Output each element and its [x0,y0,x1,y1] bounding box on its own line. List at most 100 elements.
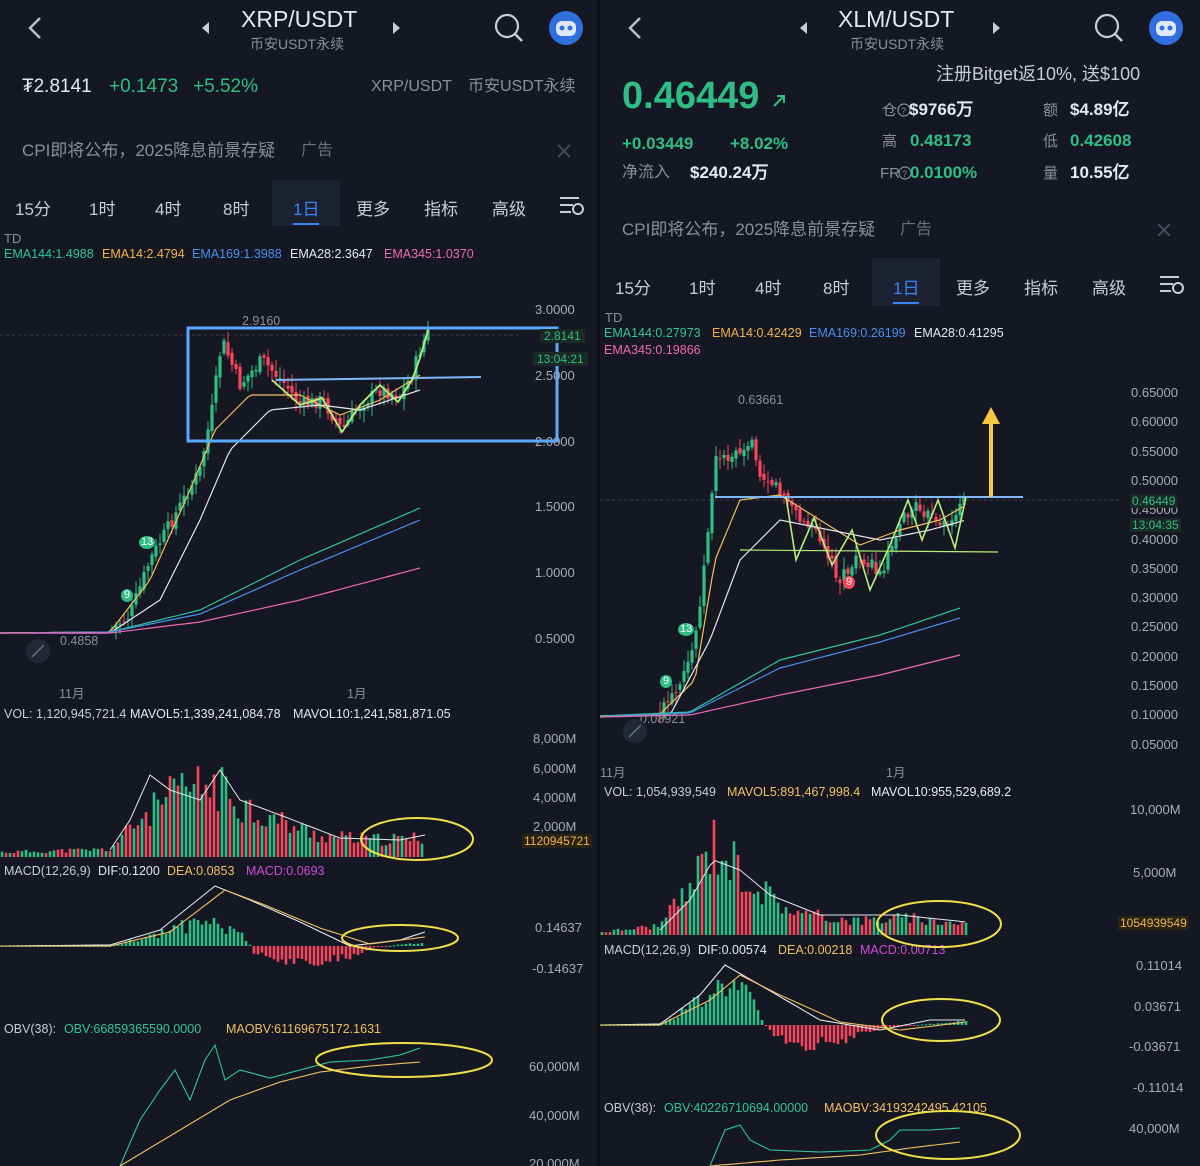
candle-body [170,520,174,527]
tab-15m[interactable]: 15分 [15,200,51,219]
pair-title[interactable]: XLM/USDT [838,6,955,32]
obv-line [709,1124,961,1166]
ema144-value: EMA144:1.4988 [4,247,94,261]
search-icon[interactable] [1093,12,1125,44]
macd-bar [388,945,392,947]
candle-body [718,458,722,460]
pair-title[interactable]: XRP/USDT [241,6,358,32]
help-icon[interactable]: ? [898,166,912,180]
candle-body [158,543,162,545]
macd-bar [760,1019,764,1025]
next-pair-icon[interactable] [990,20,1002,36]
candle-body [922,511,926,517]
volume-bar [88,850,92,857]
close-icon[interactable] [556,143,572,159]
macd-bar [848,1025,852,1036]
volume-bar [116,842,120,857]
candle-body [338,417,342,425]
tab-indicators[interactable]: 指标 [1024,279,1058,298]
close-icon[interactable] [1156,222,1172,238]
mavol-line [659,860,966,931]
chart-settings-icon[interactable] [1159,274,1185,294]
promo-link[interactable]: 注册Bitget返10%, 送$100 [936,64,1141,84]
tab-advanced[interactable]: 高级 [492,200,526,219]
robot-avatar-icon[interactable] [1148,10,1184,46]
candle-body [838,579,842,584]
macd-bar [740,982,744,1025]
candle-body [818,530,822,542]
volume-bar [120,834,124,857]
macd-bar [684,1009,688,1025]
candle-body [234,364,238,369]
volume-bar [44,853,48,857]
tab-4h[interactable]: 4时 [755,279,782,298]
volume-bar [764,881,768,935]
candlestick-chart[interactable] [0,0,600,700]
next-pair-icon[interactable] [390,20,402,36]
back-arrow-icon[interactable] [24,14,48,42]
ad-text[interactable]: CPI即将公布，2025降息前景存疑 [622,220,876,239]
macd-bar [748,991,752,1025]
price-change-pct: +5.52% [193,76,258,97]
chart-settings-icon[interactable] [559,195,585,215]
search-icon[interactable] [493,12,525,44]
tab-8h[interactable]: 8时 [223,200,250,219]
candle-body [850,567,854,576]
tab-1h[interactable]: 1时 [689,279,716,298]
prev-pair-icon[interactable] [798,20,810,36]
volume-bar [648,929,652,935]
candlestick-chart[interactable] [600,0,1200,760]
volume-bar [204,784,208,857]
macd-dea-line [0,889,426,947]
candle-body [750,439,754,448]
help-icon[interactable]: ? [897,103,911,117]
volume-bar [704,851,708,935]
tab-1d[interactable]: 1日 [893,279,920,298]
volume-bar [420,843,424,857]
back-arrow-icon[interactable] [624,14,648,42]
tab-more[interactable]: 更多 [956,279,990,298]
candle-body [878,571,882,575]
macd-hist: MACD:0.0693 [246,864,325,878]
candle-body [742,449,746,457]
macd-axis-label: -0.03671 [1129,1039,1181,1054]
volume-bar [368,838,372,857]
candle-body [142,571,146,590]
macd-bar [256,946,260,955]
macd-bar [268,946,272,958]
macd-bar [884,1025,888,1028]
last-price: 0.46449 [622,75,760,117]
volume-bar [940,924,944,935]
tab-1d[interactable]: 1日 [293,200,320,219]
pair-small: XRP/USDT [371,78,452,95]
macd-bar [204,920,208,946]
ad-text[interactable]: CPI即将公布，2025降息前景存疑 [22,141,276,160]
tab-advanced[interactable]: 高级 [1092,279,1126,298]
volume-value: VOL: 1,054,939,549 [604,785,716,799]
price-axis-label: 0.20000 [1131,648,1178,664]
tab-8h[interactable]: 8时 [823,279,850,298]
candle-body [846,568,850,574]
macd-bar [940,1023,944,1025]
macd-bar [368,946,372,949]
macd-bar [112,945,116,947]
expand-icon[interactable] [622,718,648,744]
macd-bar [896,1025,900,1027]
pair-subtitle: 币安USDT永续 [850,36,945,52]
tab-indicators[interactable]: 指标 [424,200,458,219]
volume-bar [144,812,148,857]
prev-pair-icon[interactable] [200,20,212,36]
tab-1h[interactable]: 1时 [89,200,116,219]
candle-body [842,569,846,582]
candle-body [710,493,714,534]
volume-bar [936,924,940,935]
tab-more[interactable]: 更多 [356,200,390,219]
macd-bar [688,1003,692,1025]
low-price-label: 0.4858 [60,634,99,648]
robot-avatar-icon[interactable] [548,10,584,46]
tab-15m[interactable]: 15分 [615,279,651,298]
candle-body [938,522,942,525]
expand-icon[interactable] [25,638,51,664]
tab-4h[interactable]: 4时 [155,200,182,219]
macd-bar [168,930,172,946]
